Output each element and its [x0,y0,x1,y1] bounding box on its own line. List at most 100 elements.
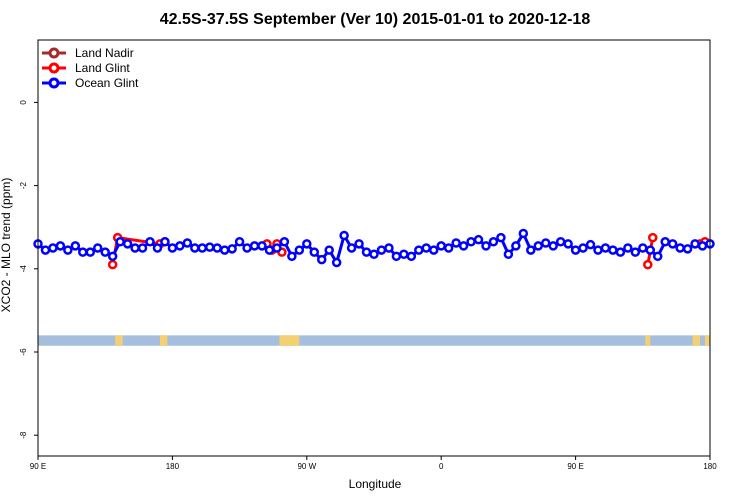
ocean-glint-point [257,241,267,251]
ocean-glint-point [234,237,245,247]
ocean-glint-point [376,245,387,255]
ocean-glint-point [570,245,581,255]
y-tick-label-3: -6 [19,348,28,356]
ocean-glint-point [272,243,282,253]
ocean-glint-point [190,243,200,253]
ocean-glint-point [302,239,312,249]
ocean-glint-point [608,245,618,255]
coverage-band-land-1 [159,335,168,346]
coverage-band-fill [38,335,710,346]
ocean-glint-point [436,241,446,251]
ocean-glint-point [623,243,633,253]
ocean-glint-point [406,251,417,262]
ocean-glint-point [503,249,514,259]
axis-ticks: 90 E 180 90 W 0 90 E 180 0 -2 -4 -6 -8 [19,100,717,471]
ocean-glint-point [600,243,611,253]
ocean-glint-point [443,243,454,253]
ocean-glint-point [369,249,379,259]
land-glint-point [107,259,118,270]
ocean-glint-point [533,241,544,251]
ocean-glint-point [540,238,551,248]
ocean-glint-point [585,239,596,250]
y-tick-label-2: -4 [19,265,28,273]
legend-label-ocean-glint: Ocean Glint [75,76,139,90]
ocean-glint-point [361,247,372,257]
y-tick-label-0: 0 [19,100,28,105]
legend-marker-land-nadir [48,47,60,59]
ocean-glint-point [458,241,469,251]
ocean-glint-point [92,243,103,253]
ocean-glint-point [339,230,349,241]
ocean-glint-point [249,241,260,251]
ocean-glint-point [645,245,656,255]
y-tick-label-4: -8 [19,431,28,439]
ocean-glint-point [578,243,588,253]
coverage-band [38,335,710,346]
ocean-glint-point [167,243,178,253]
ocean-glint-point [451,238,461,248]
ocean-glint-point [212,243,222,253]
ocean-glint-point [227,244,237,254]
series-layer [33,228,715,270]
x-tick-label-3: 0 [439,462,444,471]
ocean-glint-point [555,237,566,247]
ocean-glint-point [518,228,529,239]
ocean-glint-point [145,237,155,247]
coverage-band-land-5 [705,335,710,346]
legend-label-land-nadir: Land Nadir [75,46,134,60]
y-axis-label: XCO2 - MLO trend (ppm) [0,178,13,313]
ocean-glint-point [481,241,491,251]
ocean-glint-point [160,237,170,247]
ocean-glint-point [197,243,208,253]
ocean-glint-point [115,237,125,247]
x-tick-label-2: 90 W [297,462,316,471]
ocean-glint-point [175,241,185,251]
ocean-glint-point [652,251,663,262]
ocean-glint-point [309,247,320,257]
ocean-glint-point [152,243,163,253]
ocean-glint-point [40,245,51,255]
coverage-band-land-2 [279,335,300,346]
ocean-glint-point [63,245,73,255]
x-tick-label-5: 180 [703,462,717,471]
y-tick-label-1: -2 [19,181,28,189]
ocean-glint-point [488,237,499,247]
legend-marker-land-glint [48,62,60,74]
ocean-glint-point [107,251,118,262]
ocean-glint-point [264,245,275,255]
ocean-glint-point [414,245,424,255]
ocean-glint-point [466,237,476,247]
coverage-band-land-0 [115,335,123,346]
ocean-glint-point [130,243,140,253]
ocean-glint-point [384,243,394,253]
land-glint-point [643,259,653,270]
x-tick-label-4: 90 E [567,462,583,471]
coverage-band-land-3 [645,335,651,346]
ocean-glint-point [399,249,409,259]
ocean-glint-point [316,254,327,265]
ocean-glint-point [511,241,521,251]
ocean-glint-point [346,243,357,253]
ocean-glint-point [287,251,297,262]
ocean-glint-point [473,234,484,245]
ocean-glint-point [667,239,678,249]
ocean-glint-point [219,245,230,255]
ocean-glint-point [615,247,626,257]
ocean-glint-point [324,245,334,255]
ocean-glint-point [70,241,81,251]
ocean-glint-point [682,244,693,254]
x-axis-label: Longitude [349,477,402,491]
ocean-glint-point [690,239,700,249]
ocean-glint-point [428,245,439,255]
ocean-glint-point [697,241,708,251]
ocean-glint-point [204,242,215,252]
ocean-glint-point [279,237,290,247]
ocean-glint-point [137,243,148,253]
plot-frame [37,39,711,457]
x-tick-label-0: 90 E [30,462,46,471]
ocean-glint-point [122,239,133,249]
ocean-glint-point [675,243,685,253]
ocean-glint-point [660,237,670,247]
legend-marker-ocean-glint [48,77,60,89]
